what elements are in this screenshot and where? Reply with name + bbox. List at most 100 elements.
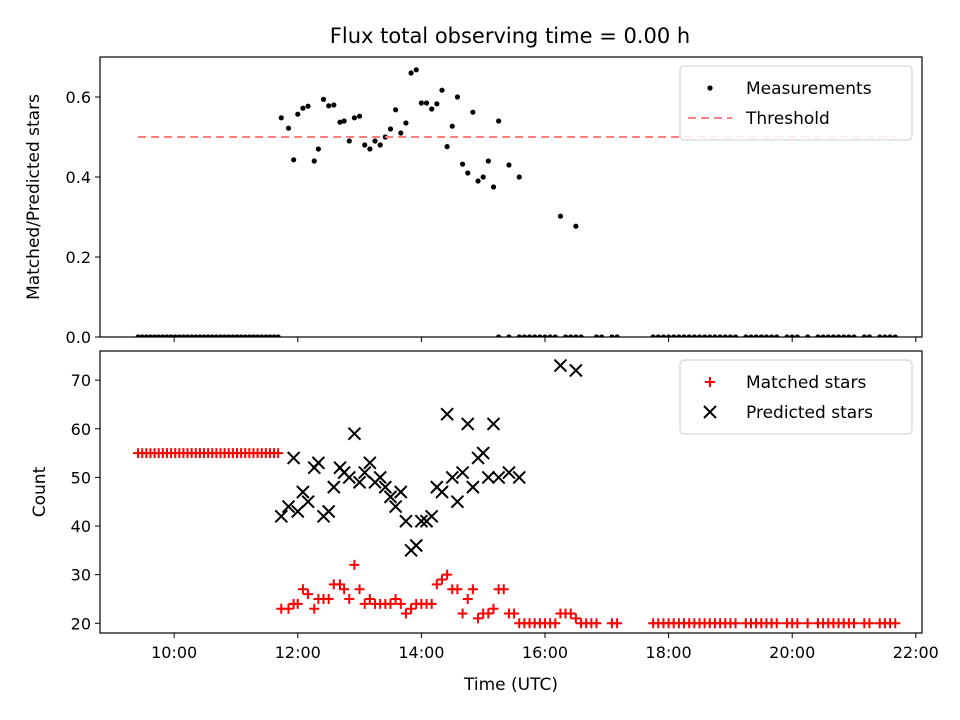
measurement-point bbox=[841, 334, 847, 337]
y-tick-label: 0.0 bbox=[66, 328, 91, 347]
measurement-point bbox=[702, 334, 708, 337]
measurement-point bbox=[825, 334, 831, 337]
x-axis-label: Time (UTC) bbox=[463, 675, 558, 695]
top-legend: Measurements Threshold bbox=[679, 65, 913, 141]
y-tick-label: 60 bbox=[71, 420, 91, 439]
matched-star-point bbox=[431, 579, 442, 590]
measurement-point bbox=[444, 144, 450, 150]
matched-star-point bbox=[283, 603, 294, 614]
measurement-point bbox=[189, 334, 195, 337]
measurement-point bbox=[242, 334, 248, 337]
measurement-point bbox=[222, 334, 228, 337]
y-tick-label: 0.2 bbox=[66, 248, 91, 267]
measurement-point bbox=[278, 115, 284, 121]
measurement-point bbox=[454, 94, 461, 100]
measurement-point bbox=[552, 334, 558, 337]
measurement-point bbox=[676, 334, 682, 337]
measurement-point bbox=[337, 119, 343, 125]
matched-star-point bbox=[473, 613, 484, 624]
measurement-point bbox=[403, 120, 409, 126]
y-tick-label: 70 bbox=[71, 371, 91, 390]
measurement-point bbox=[475, 178, 481, 184]
predicted-star-point bbox=[455, 465, 470, 480]
matched-star-point bbox=[309, 603, 320, 614]
matched-star-point bbox=[339, 584, 350, 595]
x-tick-label: 10:00 bbox=[151, 643, 197, 662]
measurement-point bbox=[263, 334, 269, 337]
measurement-point bbox=[815, 334, 821, 337]
measurement-point bbox=[315, 146, 321, 152]
measurement-point bbox=[727, 334, 734, 337]
y-tick-label: 0.6 bbox=[66, 88, 91, 107]
measurement-point bbox=[851, 334, 857, 337]
legend-label: Predicted stars bbox=[746, 403, 873, 423]
bottom-data-marks bbox=[133, 358, 901, 629]
measurement-point bbox=[135, 334, 141, 337]
predicted-star-point bbox=[414, 514, 429, 528]
predicted-star-point bbox=[553, 358, 568, 373]
measurement-point bbox=[465, 170, 471, 176]
predicted-star-point bbox=[424, 509, 439, 524]
measurement-point bbox=[331, 102, 337, 108]
measurement-point bbox=[326, 103, 332, 109]
measurement-point bbox=[470, 109, 476, 115]
measurement-point bbox=[176, 334, 182, 337]
matched-star-point bbox=[802, 618, 813, 629]
measurement-point bbox=[459, 161, 466, 167]
measurement-point bbox=[794, 334, 800, 337]
matched-star-point bbox=[509, 608, 520, 619]
measurement-point bbox=[763, 334, 770, 337]
measurement-point bbox=[193, 334, 199, 337]
measurement-point bbox=[532, 334, 538, 337]
measurement-point bbox=[184, 334, 191, 337]
measurement-point bbox=[748, 334, 754, 337]
measurement-point bbox=[485, 158, 491, 164]
measurement-point bbox=[449, 123, 455, 129]
measurement-point bbox=[226, 334, 232, 337]
measurement-point bbox=[526, 334, 533, 337]
matched-star-point bbox=[849, 618, 860, 629]
measurement-point bbox=[655, 334, 661, 337]
measurement-point bbox=[230, 334, 236, 337]
measurement-point bbox=[351, 115, 358, 121]
measurement-point bbox=[516, 174, 522, 180]
top-chart-title: Flux total observing time = 0.00 h bbox=[330, 24, 690, 48]
measurement-point bbox=[300, 105, 306, 111]
measurement-point bbox=[830, 334, 837, 337]
predicted-star-point bbox=[435, 485, 449, 499]
measurement-point bbox=[758, 334, 764, 337]
measurement-point bbox=[753, 334, 759, 337]
measurement-point bbox=[139, 334, 145, 337]
measurement-point bbox=[562, 334, 569, 337]
measurement-point bbox=[820, 334, 826, 337]
measurement-point bbox=[681, 334, 687, 337]
measurement-point bbox=[774, 334, 780, 337]
matched-star-point bbox=[349, 559, 360, 570]
matched-star-point bbox=[457, 608, 468, 619]
measurement-point bbox=[217, 334, 224, 337]
x-tick-label: 14:00 bbox=[398, 643, 444, 662]
predicted-star-point bbox=[486, 417, 501, 431]
matched-star-point bbox=[890, 618, 901, 629]
matched-star-point bbox=[462, 593, 473, 604]
predicted-star-point bbox=[327, 480, 341, 494]
measurement-point bbox=[246, 334, 252, 337]
predicted-star-point bbox=[481, 470, 496, 485]
measurement-point bbox=[393, 107, 399, 113]
measurement-point bbox=[367, 146, 373, 152]
predicted-star-point bbox=[296, 485, 310, 499]
legend-label: Threshold bbox=[745, 109, 830, 129]
series-matched-stars bbox=[133, 448, 901, 629]
predicted-star-point bbox=[378, 480, 393, 494]
measurement-point bbox=[423, 100, 430, 106]
measurement-point bbox=[434, 101, 440, 107]
matched-star-point bbox=[452, 584, 463, 595]
measurement-point bbox=[887, 334, 893, 337]
measurement-point bbox=[650, 334, 656, 337]
measurement-point bbox=[209, 334, 215, 337]
measurement-point bbox=[362, 142, 368, 148]
legend-box bbox=[679, 359, 913, 435]
matched-star-point bbox=[483, 608, 494, 619]
measurement-point bbox=[599, 334, 605, 337]
predicted-star-point bbox=[342, 470, 356, 485]
